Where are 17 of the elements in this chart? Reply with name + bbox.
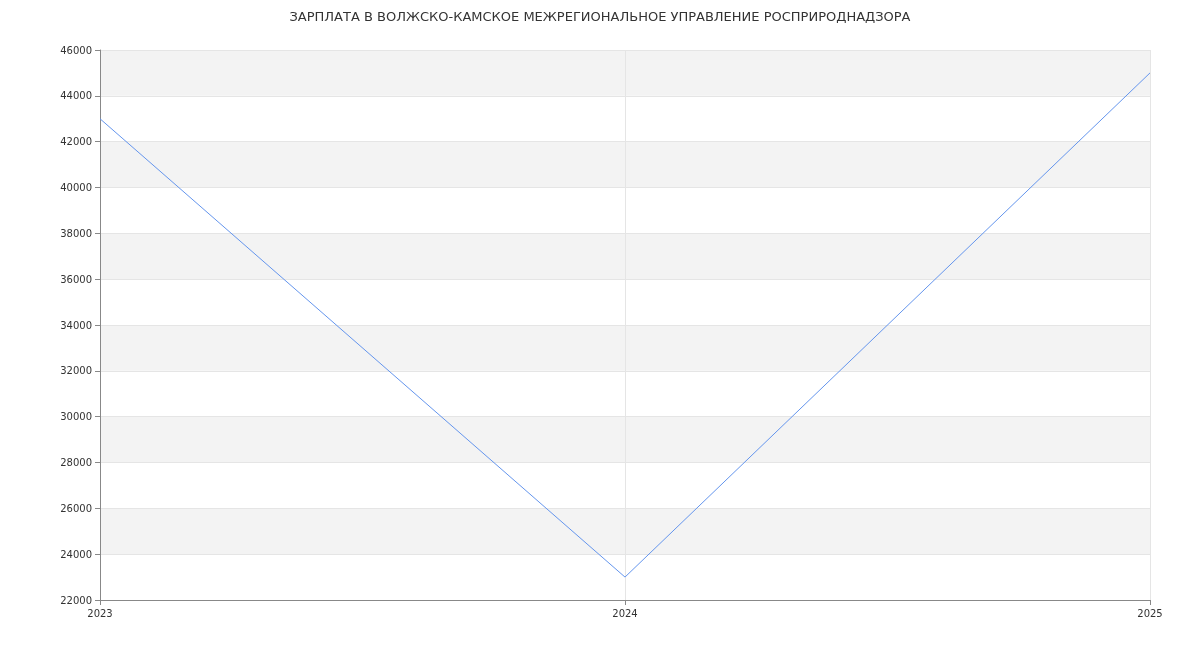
y-tick-label: 46000: [60, 44, 92, 56]
y-tick-label: 28000: [60, 457, 92, 468]
x-tick-label: 2025: [1137, 607, 1163, 619]
y-tick-label: 44000: [60, 90, 92, 102]
y-tick-label: 24000: [60, 548, 92, 560]
y-tick-label: 38000: [60, 227, 92, 239]
y-tick-label: 22000: [60, 594, 92, 606]
y-tick-label: 30000: [60, 411, 92, 423]
chart-title: ЗАРПЛАТА В ВОЛЖСКО-КАМСКОЕ МЕЖРЕГИОНАЛЬНОЕ УПРАВЛЕНИЕ РОСПРИРОДНАДЗОРА: [289, 9, 911, 24]
x-tick-label: 2023: [87, 607, 113, 619]
y-tick-label: 34000: [60, 319, 92, 331]
y-tick-label: 42000: [60, 136, 92, 148]
x-tick-label: 2024: [612, 607, 638, 619]
y-tick-label: 36000: [60, 273, 92, 285]
y-tick-label: 32000: [60, 365, 92, 377]
y-tick-label: 26000: [60, 502, 92, 514]
y-tick-label: 40000: [60, 182, 92, 193]
